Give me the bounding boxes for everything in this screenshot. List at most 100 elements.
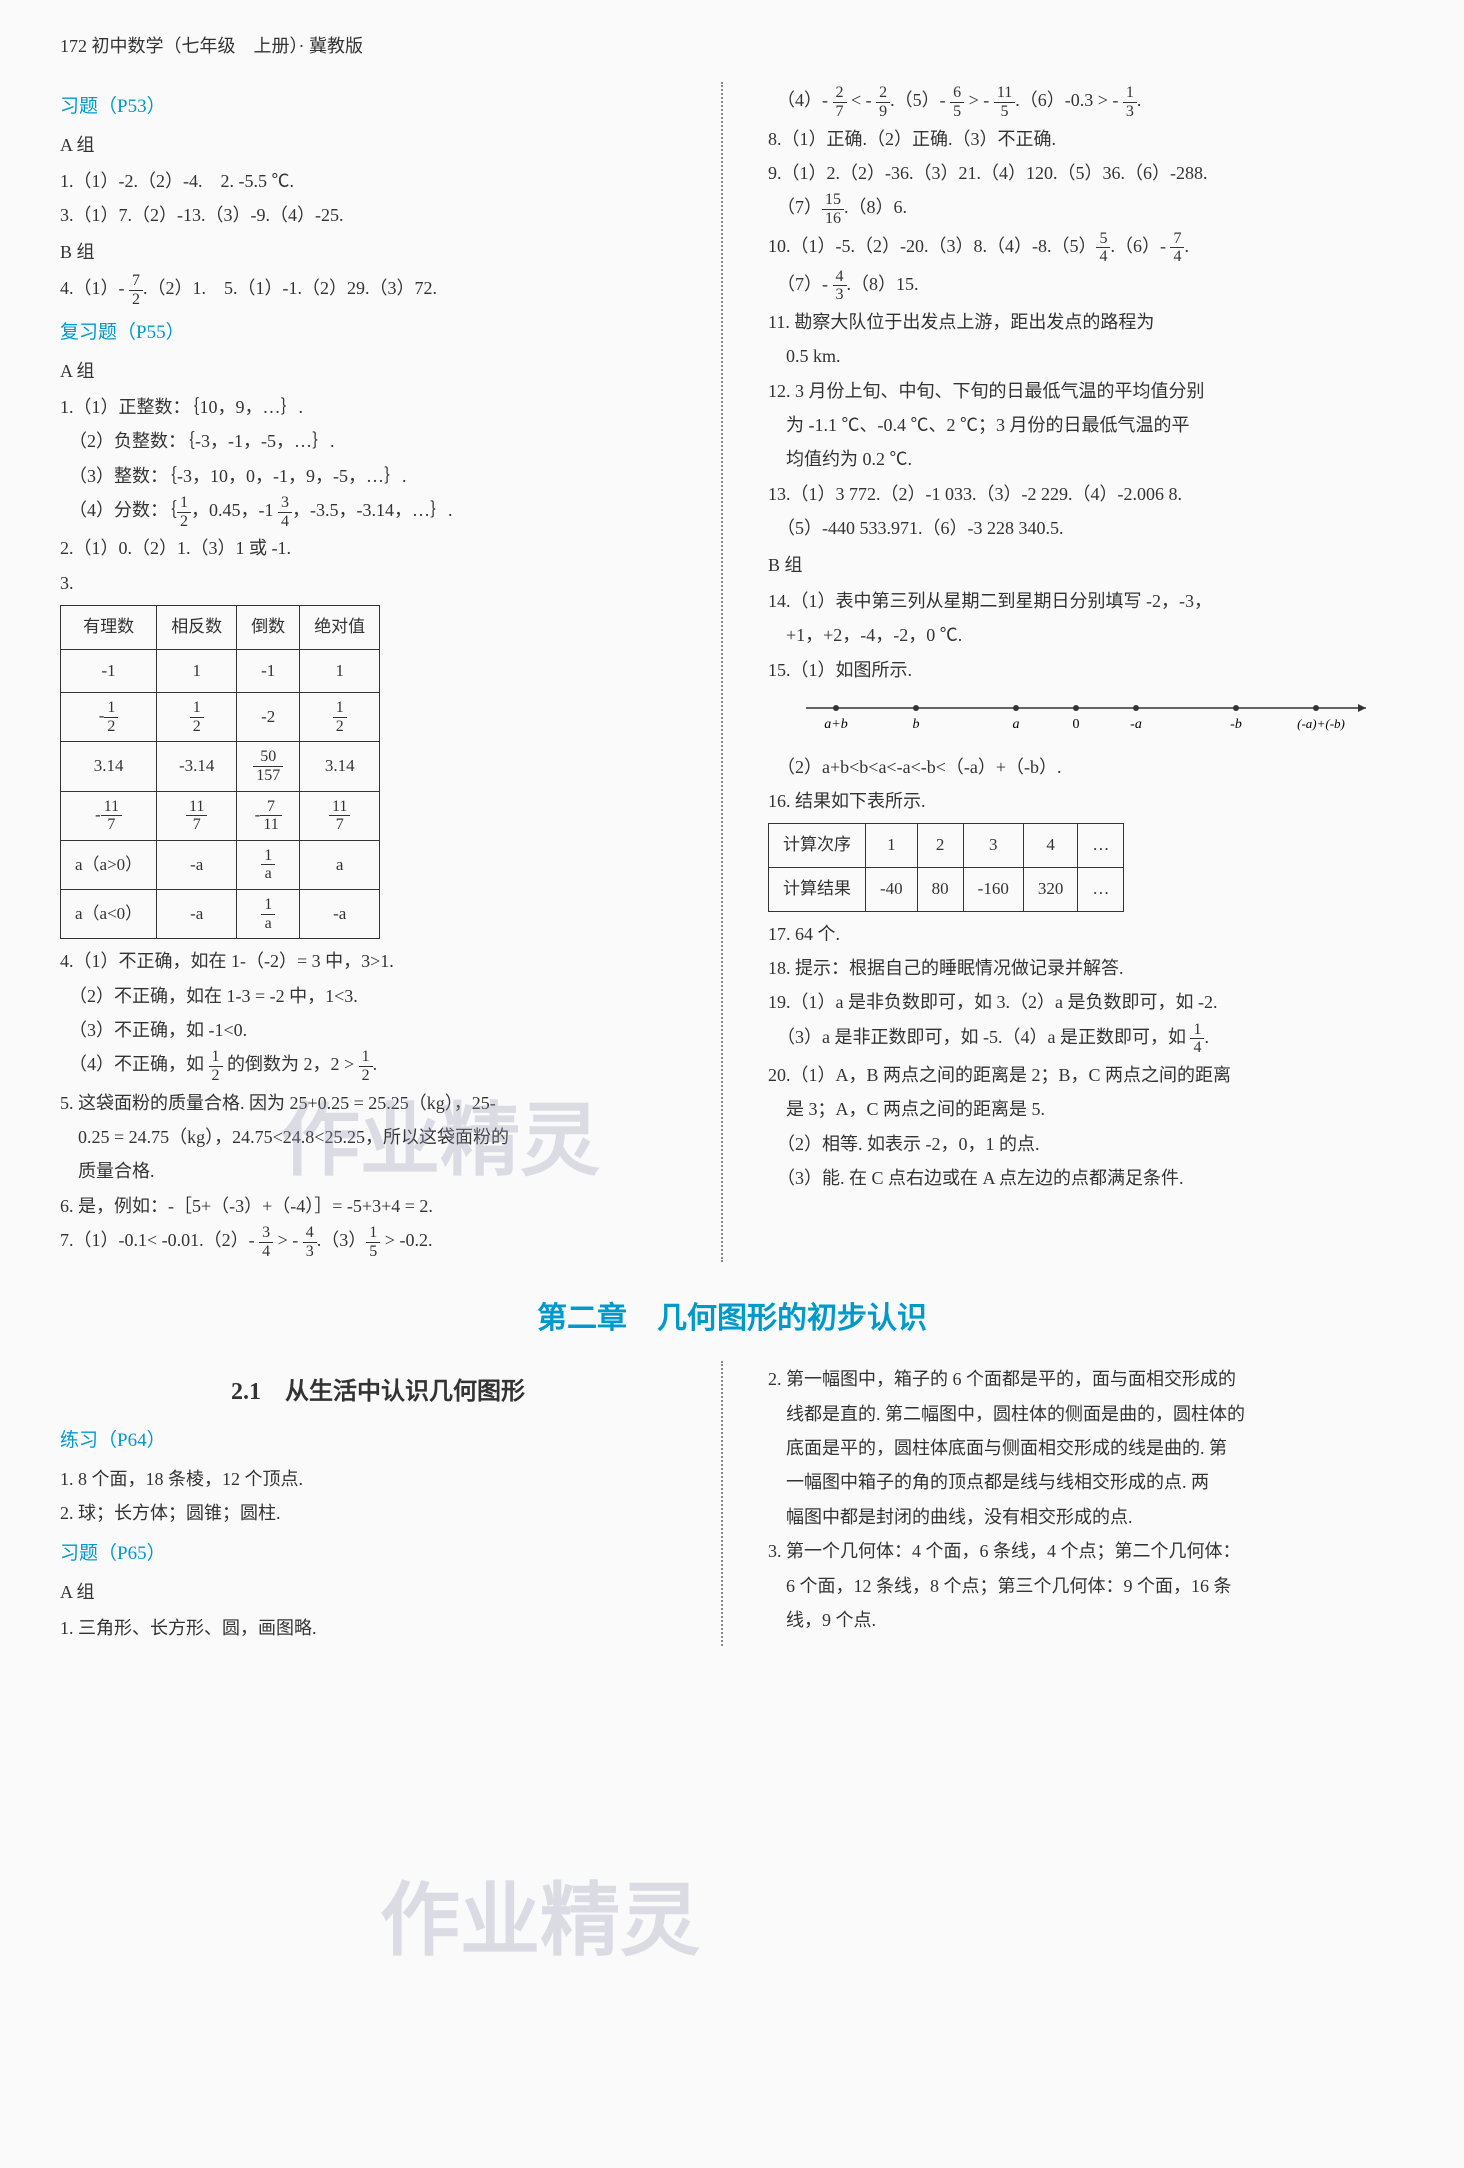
answer-line: 2.（1）0.（2）1.（3）1 或 -1. [60, 532, 696, 564]
answer-line: 16. 结果如下表所示. [768, 785, 1404, 817]
text: .（2）1. 5.（1）-1.（2）29.（3）72. [143, 278, 437, 298]
table-cell: 1a [237, 889, 300, 938]
upper-columns: 习题（P53） A 组 1.（1）-2.（2）-4. 2. -5.5 ℃. 3.… [60, 82, 1404, 1262]
text: > - [964, 91, 994, 111]
table-cell: 80 [917, 867, 963, 911]
fraction: 43 [833, 268, 847, 304]
calculation-table: 计算次序 1 2 3 4 … 计算结果 -40 80 -160 320 … [768, 823, 1124, 911]
text: .（8）15. [847, 274, 919, 294]
section-title: 复习题（P55） [60, 316, 696, 350]
answer-line: 4.（1）- 72.（2）1. 5.（1）-1.（2）29.（3）72. [60, 272, 696, 308]
table-row: 3.14 -3.14 50157 3.14 [61, 742, 380, 791]
text: > - [273, 1230, 303, 1250]
table-header: 绝对值 [300, 606, 380, 650]
table-cell: -1 [237, 649, 300, 693]
section-title: 练习（P64） [60, 1424, 696, 1458]
table-cell: -2 [237, 693, 300, 742]
table-cell: 12 [300, 693, 380, 742]
table-row: a（a<0） -a 1a -a [61, 889, 380, 938]
answer-line: 幅图中都是封闭的曲线，没有相交形成的点. [768, 1501, 1404, 1533]
text: （4）不正确，如 [60, 1055, 209, 1075]
answer-line: （5）-440 533.971.（6）-3 228 340.5. [768, 512, 1404, 544]
fraction: 12 [209, 1048, 223, 1084]
answer-line: 0.5 km. [768, 340, 1404, 372]
answer-line: （3）能. 在 C 点右边或在 A 点左边的点都满足条件. [768, 1162, 1404, 1194]
answer-line: 为 -1.1 ℃、-0.4 ℃、2 ℃；3 月份的日最低气温的平 [768, 409, 1404, 441]
answer-line: （7）1516.（8）6. [768, 191, 1404, 227]
svg-text:(-a)+(-b): (-a)+(-b) [1297, 716, 1345, 731]
answer-line: 11. 勘察大队位于出发点上游，距出发点的路程为 [768, 306, 1404, 338]
table-cell: 3.14 [300, 742, 380, 791]
answer-line: +1，+2，-4，-2，0 ℃. [768, 619, 1404, 651]
table-cell: -a [157, 889, 237, 938]
table-cell: -711 [237, 791, 300, 840]
table-cell: a（a<0） [61, 889, 157, 938]
text: .（5）- [890, 91, 950, 111]
answer-line: 1.（1）-2.（2）-4. 2. -5.5 ℃. [60, 165, 696, 197]
answer-line: （7）- 43.（8）15. [768, 268, 1404, 304]
fraction: 115 [994, 84, 1015, 120]
answer-line: 3. [60, 567, 696, 599]
answer-line: 底面是平的，圆柱体底面与侧面相交形成的线是曲的. 第 [768, 1432, 1404, 1464]
text: ，0.45，-1 [191, 500, 278, 520]
table-cell: -40 [866, 867, 918, 911]
fraction: 54 [1096, 230, 1110, 266]
answer-line: （4）不正确，如 12 的倒数为 2，2 > 12. [60, 1048, 696, 1084]
table-cell: -160 [963, 867, 1023, 911]
answer-line: 15.（1）如图所示. [768, 654, 1404, 686]
answer-line: 2. 第一幅图中，箱子的 6 个面都是平的，面与面相交形成的 [768, 1363, 1404, 1395]
table-cell: 117 [157, 791, 237, 840]
answer-line: （2）a+b<b<a<-a<-b<（-a）+（-b）. [768, 751, 1404, 783]
table-cell: -1 [61, 649, 157, 693]
answer-line: （2）不正确，如在 1-3 = -2 中，1<3. [60, 980, 696, 1012]
text: （4）分数：｛ [60, 500, 177, 520]
answer-line: 0.25 = 24.75（kg），24.75<24.8<25.25，所以这袋面粉… [60, 1121, 696, 1153]
table-row: 计算次序 1 2 3 4 … [769, 824, 1124, 868]
right-column: （4）- 27 < - 29.（5）- 65 > - 115.（6）-0.3 >… [753, 82, 1404, 1262]
answer-line: 线都是直的. 第二幅图中，圆柱体的侧面是曲的，圆柱体的 [768, 1398, 1404, 1430]
table-cell: 2 [917, 824, 963, 868]
answer-line: 4.（1）不正确，如在 1-（-2）= 3 中，3>1. [60, 945, 696, 977]
number-line-diagram: a+b b a 0 -a -b (-a)+(-b) [768, 688, 1404, 738]
table-cell: -3.14 [157, 742, 237, 791]
group-a-label: A 组 [60, 1576, 696, 1608]
text: .（6）-0.3 > - [1015, 91, 1123, 111]
table-cell: 计算结果 [769, 867, 866, 911]
answer-line: 7.（1）-0.1< -0.01.（2）- 34 > - 43.（3）15 > … [60, 1224, 696, 1260]
text: 的倒数为 2，2 > [223, 1055, 359, 1075]
text: .（8）6. [844, 198, 907, 218]
group-b-label: B 组 [60, 236, 696, 268]
table-cell: 1a [237, 840, 300, 889]
text: 7.（1）-0.1< -0.01.（2）- [60, 1230, 259, 1250]
text: . [1184, 236, 1189, 256]
text: （4）- [768, 91, 833, 111]
answer-line: 1. 三角形、长方形、圆，画图略. [60, 1612, 696, 1644]
bottom-left-column: 2.1 从生活中认识几何图形 练习（P64） 1. 8 个面，18 条棱，12 … [60, 1361, 723, 1646]
table-cell: 320 [1023, 867, 1078, 911]
fraction: 43 [303, 1224, 317, 1260]
table-cell: … [1078, 824, 1124, 868]
table-header: 相反数 [157, 606, 237, 650]
answer-line: （3）a 是非正数即可，如 -5.（4）a 是正数即可，如 14. [768, 1021, 1404, 1057]
answer-line: （4）分数：｛12，0.45，-1 34，-3.5，-3.14，…｝. [60, 494, 696, 530]
rational-numbers-table: 有理数 相反数 倒数 绝对值 -1 1 -1 1 -12 12 -2 12 3.… [60, 605, 380, 939]
table-row: -1 1 -1 1 [61, 649, 380, 693]
table-cell: 1 [866, 824, 918, 868]
fraction: 13 [1123, 84, 1137, 120]
fraction: 65 [950, 84, 964, 120]
table-row: a（a>0） -a 1a a [61, 840, 380, 889]
answer-line: 质量合格. [60, 1155, 696, 1187]
table-cell: 1 [300, 649, 380, 693]
answer-line: （3）不正确，如 -1<0. [60, 1014, 696, 1046]
answer-line: 12. 3 月份上旬、中旬、下旬的日最低气温的平均值分别 [768, 375, 1404, 407]
table-cell: 12 [157, 693, 237, 742]
answer-line: 6. 是，例如：-［5+（-3）+（-4）］= -5+3+4 = 2. [60, 1190, 696, 1222]
table-cell: -a [157, 840, 237, 889]
answer-line: 20.（1）A，B 两点之间的距离是 2；B，C 两点之间的距离 [768, 1059, 1404, 1091]
answer-line: （4）- 27 < - 29.（5）- 65 > - 115.（6）-0.3 >… [768, 84, 1404, 120]
left-column: 习题（P53） A 组 1.（1）-2.（2）-4. 2. -5.5 ℃. 3.… [60, 82, 723, 1262]
table-cell: a（a>0） [61, 840, 157, 889]
svg-text:a: a [1013, 717, 1020, 732]
fraction: 14 [1190, 1021, 1204, 1057]
table-header: 倒数 [237, 606, 300, 650]
